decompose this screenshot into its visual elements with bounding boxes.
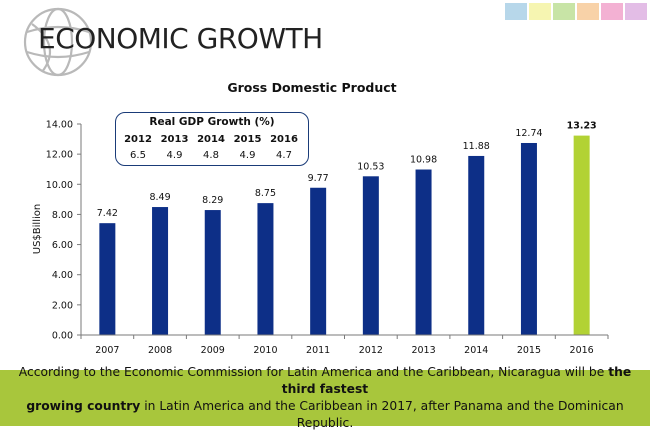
- x-tick-label: 2014: [464, 345, 488, 356]
- color-swatches: [505, 3, 647, 20]
- bar: [468, 155, 485, 335]
- y-tick-label: 6.00: [52, 240, 73, 251]
- bar: [520, 142, 537, 335]
- growth-year: 2013: [160, 134, 189, 145]
- bar-value-label: 13.23: [567, 121, 597, 132]
- growth-box-title: Real GDP Growth (%): [149, 116, 275, 128]
- x-tick-label: 2015: [517, 345, 541, 356]
- bar-value-label: 8.49: [149, 192, 170, 203]
- bar: [204, 210, 221, 335]
- color-swatch: [625, 3, 647, 20]
- footer-bold-1: the third fastest: [281, 365, 632, 396]
- color-swatch: [553, 3, 575, 20]
- y-tick-label: 8.00: [52, 210, 73, 221]
- growth-value: 4.7: [276, 150, 292, 161]
- x-tick-label: 2016: [570, 345, 594, 356]
- bar: [415, 169, 432, 335]
- growth-value: 4.9: [239, 150, 256, 161]
- y-tick-label: 14.00: [46, 120, 73, 131]
- growth-year: 2012: [124, 134, 152, 145]
- bar: [99, 223, 116, 335]
- bar-value-label: 11.88: [463, 141, 490, 152]
- x-tick-label: 2013: [411, 345, 435, 356]
- x-tick-label: 2011: [306, 345, 330, 356]
- footer-text: According to the Economic Commission for…: [0, 364, 650, 432]
- y-axis-ticks: 0.00 2.00 4.00 6.00 8.00 10.00 12.00 14.00: [46, 120, 81, 342]
- color-swatch: [601, 3, 623, 20]
- footer-text-start: According to the Economic Commission for…: [18, 365, 609, 379]
- bar-value-label: 8.29: [202, 195, 223, 206]
- growth-year: 2016: [270, 134, 298, 145]
- x-tick-label: 2007: [95, 345, 119, 356]
- growth-value: 4.8: [203, 150, 219, 161]
- real-gdp-growth-box: Real GDP Growth (%) 2012 6.5 2013 4.9 2014 4.…: [115, 112, 309, 166]
- growth-year: 2015: [233, 134, 262, 145]
- y-tick-label: 0.00: [52, 331, 73, 342]
- footer-text-end: in Latin America and the Caribbean in 20…: [140, 399, 624, 430]
- color-swatch: [577, 3, 599, 20]
- x-tick-label: 2012: [359, 345, 383, 356]
- y-tick-label: 2.00: [52, 300, 73, 311]
- bar-value-label: 10.98: [410, 155, 437, 166]
- y-tick-label: 4.00: [52, 270, 73, 281]
- y-axis-label: US$Billion: [32, 204, 43, 254]
- bar-value-label: 12.74: [515, 128, 542, 139]
- bar: [573, 135, 590, 335]
- gdp-bar-chart: Gross Domestic Product US$Billion 0.00 2.…: [32, 80, 609, 356]
- bar-value-label: 9.77: [308, 173, 329, 184]
- color-swatch: [529, 3, 551, 20]
- slide-title: ECONOMIC GROWTH: [38, 22, 323, 55]
- bars: [99, 135, 590, 335]
- chart-title: Gross Domestic Product: [227, 80, 396, 95]
- color-swatch: [505, 3, 527, 20]
- x-axis-ticks: 2007 2008 2009 2010 2011 2012 2013 2014 2015 2016: [80, 335, 609, 356]
- bar: [257, 203, 274, 335]
- x-tick-label: 2010: [253, 345, 277, 356]
- bar: [152, 207, 169, 335]
- bar-value-label: 8.75: [255, 188, 276, 199]
- growth-value: 4.9: [166, 150, 183, 161]
- footer-banner: According to the Economic Commission for…: [0, 365, 650, 430]
- y-tick-label: 12.00: [46, 150, 73, 161]
- x-tick-label: 2009: [201, 345, 225, 356]
- bar: [310, 187, 327, 335]
- globe-logo-icon: [23, 7, 93, 77]
- growth-value: 6.5: [130, 150, 146, 161]
- value-labels: 7.42 8.49 8.29 8.75 9.77 10.53 10.98 11.88 12.74…: [97, 121, 597, 220]
- footer-bold-2: growing country: [26, 399, 141, 413]
- growth-year: 2014: [197, 134, 225, 145]
- x-tick-label: 2008: [148, 345, 172, 356]
- y-tick-label: 10.00: [46, 180, 73, 191]
- bar-value-label: 7.42: [97, 208, 118, 219]
- bar-value-label: 10.53: [357, 161, 384, 172]
- bar: [362, 176, 379, 335]
